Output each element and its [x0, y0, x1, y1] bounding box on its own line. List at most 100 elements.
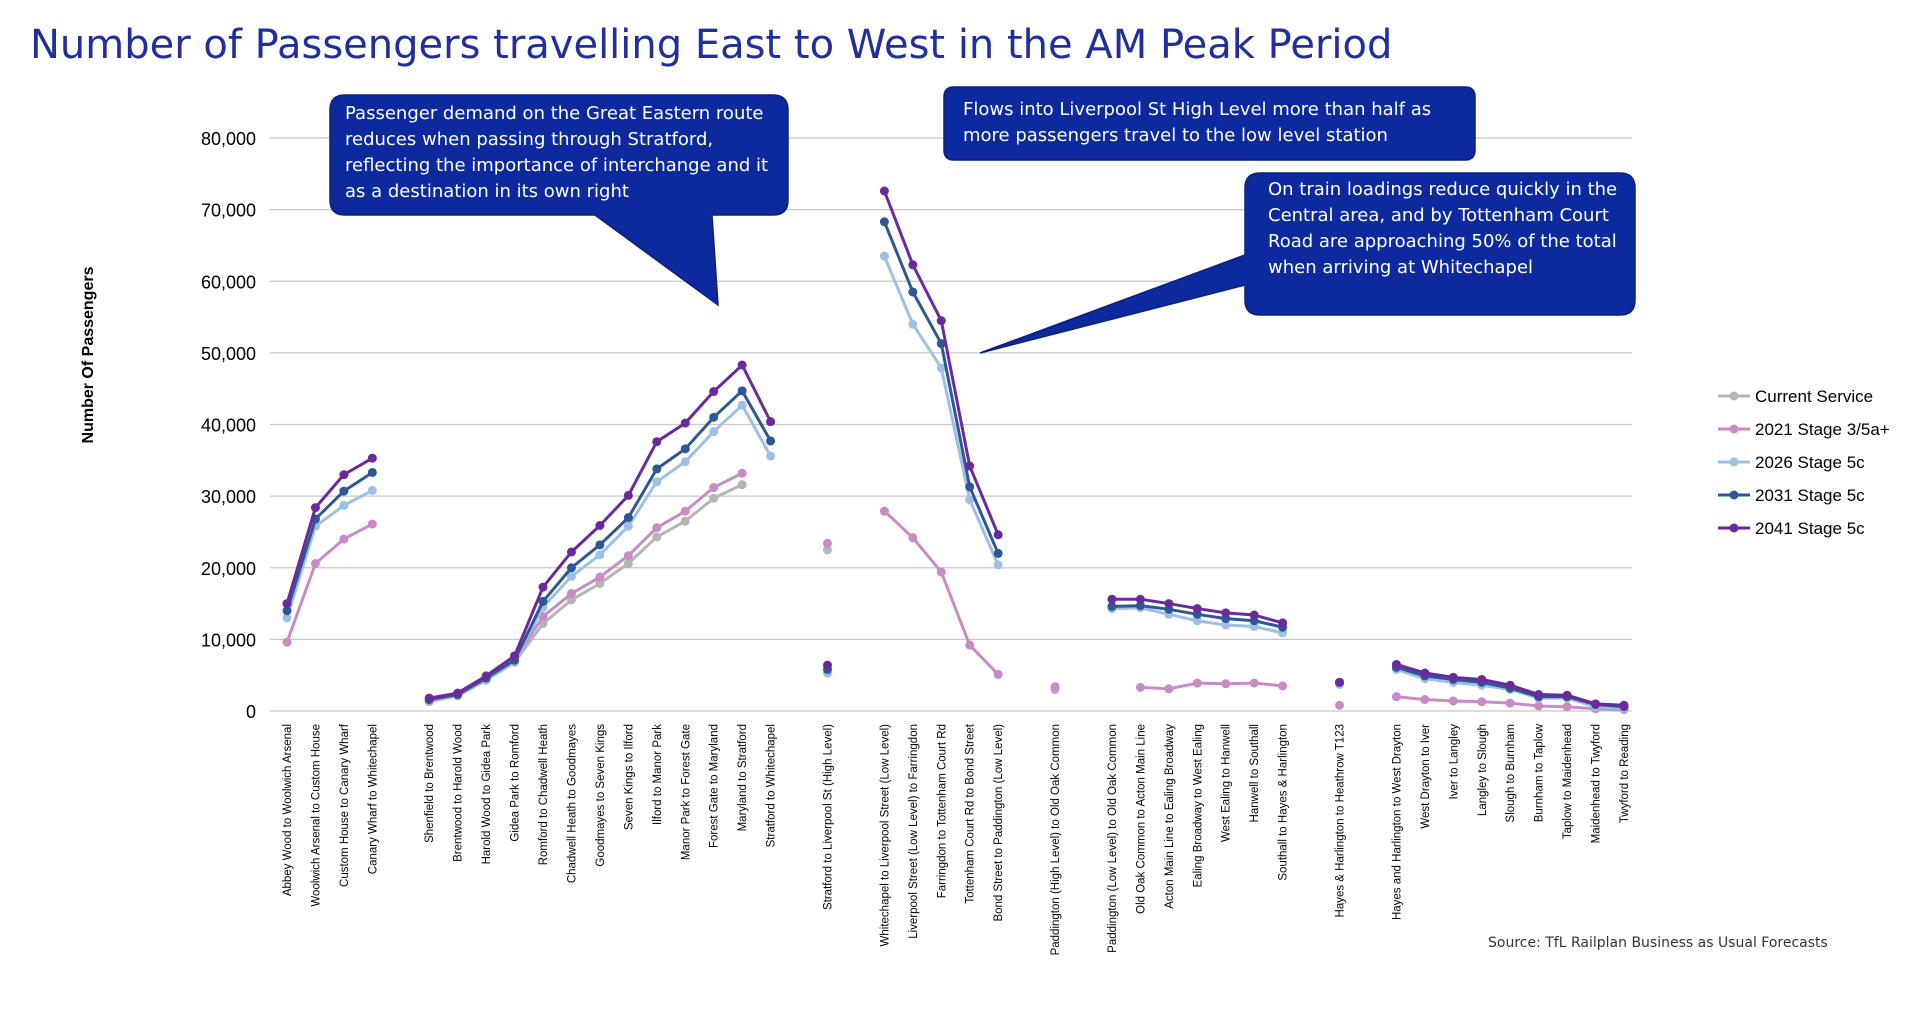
data-point	[1164, 684, 1174, 694]
data-point	[908, 533, 918, 543]
data-point	[737, 360, 747, 370]
data-point	[822, 660, 832, 670]
callout-central-area-text: On train loadings reduce quickly in the …	[1268, 179, 1618, 278]
data-point	[1505, 698, 1515, 708]
data-point	[993, 560, 1003, 570]
series-line	[428, 471, 743, 702]
data-point	[1335, 700, 1345, 710]
x-tick-label: Goodmayes to Seven Kings	[595, 724, 607, 867]
data-point	[367, 519, 377, 529]
x-tick-label: Abbey Wood to Woolwich Arsenal	[282, 724, 294, 896]
series-2041-stage-5c	[282, 186, 1629, 710]
series-line	[285, 456, 374, 604]
x-tick-label: Hayes and Harlington to West Drayton	[1391, 724, 1403, 920]
x-tick-label: Langley to Slough	[1477, 724, 1489, 816]
data-point	[1278, 618, 1288, 628]
series-line	[285, 489, 374, 619]
x-tick-label: Chadwell Heath to Goodmayes	[566, 724, 578, 883]
callout-liverpool-st	[943, 86, 1476, 161]
data-point	[680, 506, 690, 516]
data-point	[1135, 601, 1145, 611]
x-tick-label: Iver to Langley	[1448, 724, 1460, 800]
data-point	[566, 563, 576, 573]
data-point	[1562, 690, 1572, 700]
data-point	[510, 651, 520, 661]
data-point	[1534, 690, 1544, 700]
data-point	[908, 319, 918, 329]
x-tick-label: Shenfield to Brentwood	[424, 724, 436, 843]
x-tick-label: Stratford to Whitechapel	[766, 724, 778, 847]
data-point	[282, 613, 292, 623]
x-tick-label: Maryland to Stratford	[737, 724, 749, 831]
x-tick-label: Farringdon to Tottenham Court Rd	[936, 724, 948, 898]
data-point	[310, 558, 320, 568]
series-2026-stage-5c	[282, 251, 1629, 713]
data-point	[1477, 674, 1487, 684]
y-tick-label: 60,000	[201, 272, 256, 292]
data-point	[993, 669, 1003, 679]
data-point	[1562, 702, 1572, 712]
data-point	[737, 468, 747, 478]
data-point	[1249, 610, 1259, 620]
data-point	[965, 482, 975, 492]
x-tick-label: West Drayton to Iver	[1420, 724, 1432, 829]
data-point	[1619, 700, 1629, 710]
legend-label: 2031 Stage 5c	[1755, 486, 1865, 505]
data-point	[595, 520, 605, 530]
legend-swatch-marker	[1729, 457, 1739, 467]
data-point	[623, 551, 633, 561]
data-point	[737, 400, 747, 410]
data-point	[481, 671, 491, 681]
x-tick-label: Paddington (Low Level) to Old Oak Common	[1107, 724, 1119, 953]
data-point	[1534, 701, 1544, 711]
x-tick-label: Harold Wood to Gidea Park	[481, 724, 493, 865]
x-tick-label: Romford to Chadwell Heath	[538, 724, 550, 865]
x-tick-label: Twyford to Reading	[1619, 724, 1631, 823]
data-point	[367, 485, 377, 495]
legend-swatch-marker	[1729, 490, 1739, 500]
data-point	[680, 418, 690, 428]
data-point	[709, 412, 719, 422]
x-tick-label: Gidea Park to Romford	[510, 724, 522, 842]
series-line	[883, 510, 1000, 676]
data-point	[993, 530, 1003, 540]
callout-liverpool-st-text: Flows into Liverpool St High Level more …	[963, 99, 1432, 146]
data-point	[1477, 697, 1487, 707]
data-point	[1164, 599, 1174, 609]
legend-label: Current Service	[1755, 387, 1873, 406]
data-point	[1107, 601, 1117, 611]
x-tick-label: Taplow to Maidenhead	[1562, 724, 1574, 839]
data-point	[737, 386, 747, 396]
x-axis-ticks: Abbey Wood to Woolwich Arsenal Woolwich A…	[282, 723, 1631, 955]
legend-label: 2026 Stage 5c	[1755, 453, 1865, 472]
series-line	[285, 471, 374, 612]
data-point	[623, 513, 633, 523]
data-point	[680, 444, 690, 454]
x-tick-label: Ealing Broadway to West Ealing	[1192, 724, 1204, 887]
data-point	[652, 532, 662, 542]
data-point	[936, 339, 946, 349]
x-tick-label: Maidenhead to Twyford	[1591, 724, 1603, 843]
data-point	[1192, 616, 1202, 626]
data-point	[965, 640, 975, 650]
data-point	[566, 589, 576, 599]
data-point	[339, 470, 349, 480]
y-axis-label: Number Of Passengers	[80, 266, 97, 443]
data-point	[908, 287, 918, 297]
data-point	[1391, 659, 1401, 669]
source-note: Source: TfL Railplan Business as Usual F…	[1488, 935, 1828, 951]
x-tick-label: Paddington (High Level) to Old Oak Commo…	[1050, 724, 1062, 955]
x-tick-label: Burnham to Taplow	[1534, 723, 1546, 822]
data-point	[566, 571, 576, 581]
data-point	[566, 595, 576, 605]
data-point	[1135, 594, 1145, 604]
x-tick-label: Custom House to Canary Wharf	[339, 723, 351, 887]
data-point	[993, 548, 1003, 558]
data-point	[623, 490, 633, 500]
y-tick-label: 70,000	[201, 201, 256, 221]
data-point	[623, 558, 633, 568]
data-point	[936, 567, 946, 577]
x-tick-label: Old Oak Common to Acton Main Line	[1135, 724, 1147, 914]
data-point	[282, 637, 292, 647]
